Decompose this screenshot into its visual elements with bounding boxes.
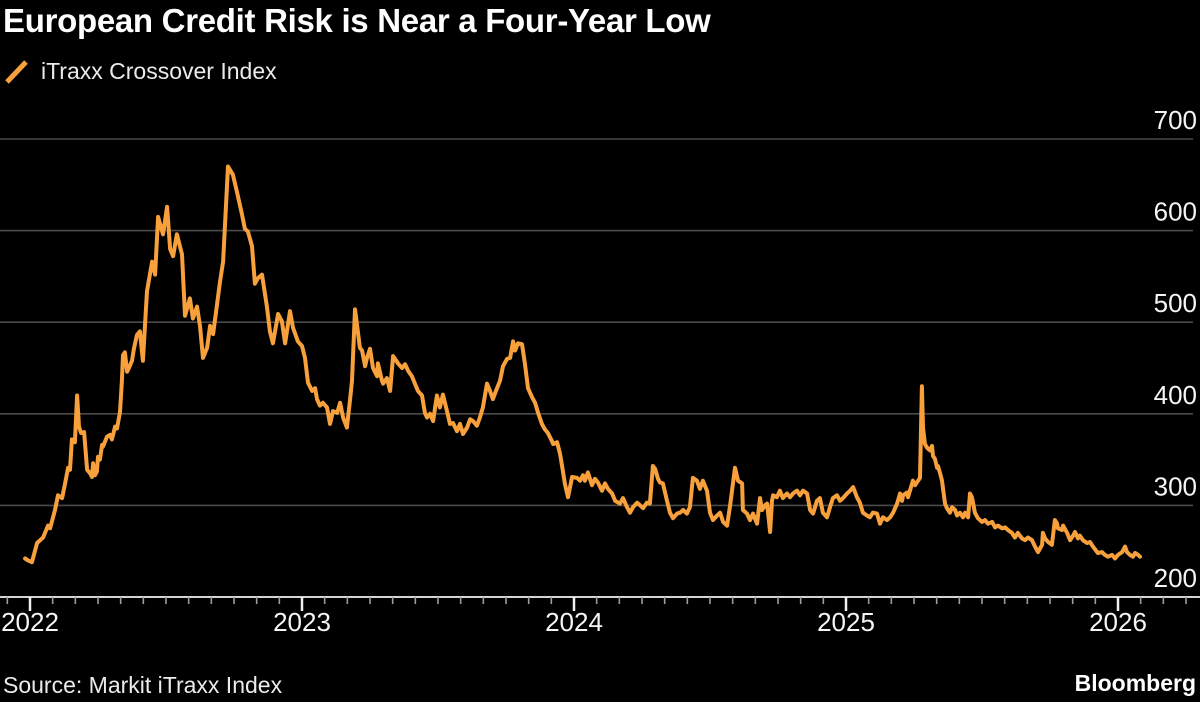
y-axis-label-200: 200 bbox=[1154, 563, 1197, 593]
axis-labels: 200 300 400 500 600 700 2022 2023 2024 2025 2026 bbox=[1, 105, 1197, 637]
x-axis-label-2024: 2024 bbox=[545, 607, 603, 637]
y-axis-label-300: 300 bbox=[1154, 471, 1197, 501]
y-axis-label-500: 500 bbox=[1154, 288, 1197, 318]
legend-label: iTraxx Crossover Index bbox=[41, 58, 277, 84]
y-axis-label-700: 700 bbox=[1154, 105, 1197, 135]
gridlines bbox=[0, 138, 1200, 598]
line-series-marker-icon bbox=[5, 59, 28, 84]
x-axis-label-2023: 2023 bbox=[273, 607, 331, 637]
itraxx-series-line bbox=[23, 164, 1142, 565]
y-axis-label-400: 400 bbox=[1154, 380, 1197, 410]
x-axis-label-2025: 2025 bbox=[817, 607, 875, 637]
legend: iTraxx Crossover Index bbox=[4, 58, 277, 85]
bloomberg-logo: Bloomberg bbox=[1074, 670, 1196, 696]
x-axis-label-2026: 2026 bbox=[1089, 607, 1147, 637]
x-axis-label-2022: 2022 bbox=[1, 607, 59, 637]
source-note: Source: Markit iTraxx Index bbox=[3, 672, 283, 698]
chart-title: European Credit Risk is Near a Four-Year… bbox=[3, 2, 711, 39]
axis-ticks bbox=[6, 597, 1187, 611]
y-axis-label-600: 600 bbox=[1154, 197, 1197, 227]
